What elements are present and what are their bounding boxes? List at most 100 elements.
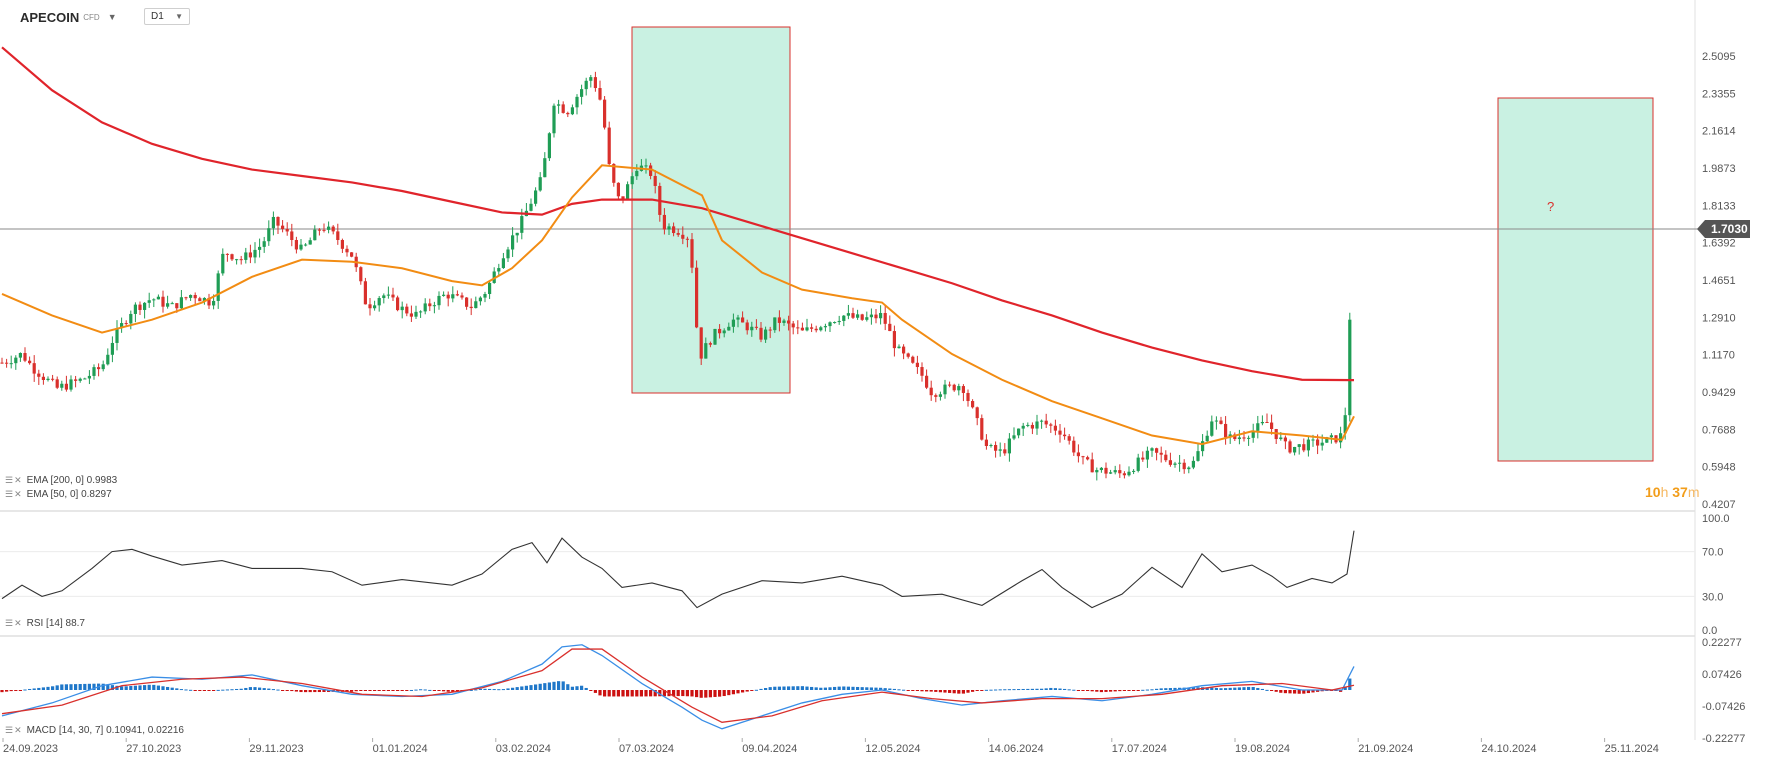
settings-close-icons[interactable]: ☰✕ [5,475,23,485]
candle-body [1293,446,1297,453]
candle-body [869,314,873,318]
macd-hist-bar [290,690,294,692]
candle-body [120,323,124,329]
candle-body [46,378,50,380]
candle-body [147,300,151,303]
macd-hist-bar [833,686,837,690]
macd-hist-bar [708,690,712,698]
macd-hist-bar [336,690,340,692]
candle-body [506,249,510,259]
macd-hist-bar [1164,688,1168,690]
candle-body [175,303,179,309]
macd-hist-bar [474,689,478,691]
candle-body [368,304,372,309]
candle-body [478,297,482,302]
legend-ema200[interactable]: ☰✕ EMA [200, 0] 0.9983 [5,475,117,486]
settings-close-icons[interactable]: ☰✕ [5,618,23,628]
macd-hist-bar [644,690,648,697]
candle-body [432,305,436,307]
rsi-line [1,530,1355,609]
macd-hist-bar [299,690,303,693]
price-tick-label: 1.8133 [1702,200,1736,212]
candle-body [998,449,1002,451]
macd-hist-bar [64,684,68,690]
candle-body [465,297,469,307]
candle-body [846,313,850,316]
candle-body [1099,467,1103,471]
candle-body [589,77,593,81]
macd-hist-bar [566,684,570,690]
settings-close-icons[interactable]: ☰✕ [5,489,23,499]
symbol-title[interactable]: APECOIN CFD ▼ [20,8,117,26]
candle-body [621,196,625,200]
macd-hist-bar [984,689,988,691]
settings-close-icons[interactable]: ☰✕ [5,725,23,735]
candle-body [856,314,860,318]
candle-body [888,323,892,332]
candle-body [1040,420,1044,422]
legend-ema50[interactable]: ☰✕ EMA [50, 0] 0.8297 [5,489,112,500]
candle-body [764,329,768,340]
macd-hist-bar [129,685,133,690]
macd-hist-bar [1228,687,1232,690]
rsi-tick-label: 0.0 [1702,625,1717,637]
candle-body [1044,420,1048,425]
macd-hist-bar [626,690,630,697]
candle-body [129,313,133,324]
candle-body [244,252,248,260]
macd-hist-bar [1339,690,1343,692]
price-tick-label: 2.1614 [1702,126,1736,138]
macd-hist-bar [630,690,634,697]
macd-hist-bar [506,688,510,690]
candle-body [718,328,722,334]
macd-hist-bar [869,687,873,690]
candle-body [994,445,998,451]
macd-hist-bar [1003,689,1007,691]
candle-body [649,165,653,176]
date-tick-label: 12.05.2024 [865,743,920,755]
chevron-down-icon[interactable]: ▼ [107,12,117,22]
macd-hist-bar [741,690,745,693]
price-tick-label: 1.6392 [1702,238,1736,250]
macd-hist-bar [1081,690,1085,691]
candle-body [442,294,446,296]
date-tick-label: 19.08.2024 [1235,743,1290,755]
candle-body [327,226,331,230]
macd-hist-bar [943,690,947,693]
candle-body [1214,420,1218,422]
timeframe-select[interactable]: D1 ▼ [144,8,190,25]
macd-hist-bar [1007,689,1011,691]
annotation-question-mark: ? [1547,199,1554,214]
macd-hist-bar [805,686,809,690]
candle-body [281,225,285,229]
candle-body [1122,473,1126,476]
macd-hist-bar [501,689,505,691]
candle-body [1030,424,1034,429]
legend-macd[interactable]: ☰✕ MACD [14, 30, 7] 0.10941, 0.02216 [5,725,184,736]
candle-body [777,317,781,323]
candle-body [828,322,832,327]
macd-hist-bar [363,690,367,691]
candle-body [727,326,731,331]
macd-hist-bar [589,690,593,691]
macd-hist-bar [557,681,561,690]
macd-hist-bar [368,690,372,691]
candle-body [396,297,400,311]
macd-hist-bar [552,681,556,690]
candle-body [170,303,174,305]
candle-body [262,241,266,247]
macd-hist-bar [975,690,979,691]
legend-rsi[interactable]: ☰✕ RSI [14] 88.7 [5,618,85,629]
macd-hist-bar [225,689,229,691]
candle-body [1256,423,1260,431]
macd-hist-bar [285,690,289,691]
candle-body [1003,449,1007,454]
candle-body [451,294,455,299]
macd-hist-bar [1127,690,1131,691]
candle-body [1265,421,1269,423]
macd-hist-bar [846,686,850,690]
macd-hist-bar [382,690,386,691]
candle-body [23,353,27,361]
candle-body [1021,425,1025,429]
